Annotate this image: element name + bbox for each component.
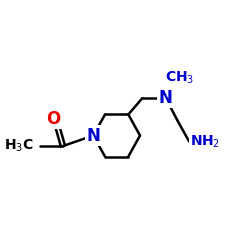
Text: N: N bbox=[86, 126, 100, 144]
Text: O: O bbox=[46, 110, 61, 128]
Text: NH$_2$: NH$_2$ bbox=[190, 133, 220, 150]
Text: H$_3$C: H$_3$C bbox=[4, 138, 34, 154]
Text: CH$_3$: CH$_3$ bbox=[165, 70, 194, 86]
Text: N: N bbox=[159, 89, 173, 107]
